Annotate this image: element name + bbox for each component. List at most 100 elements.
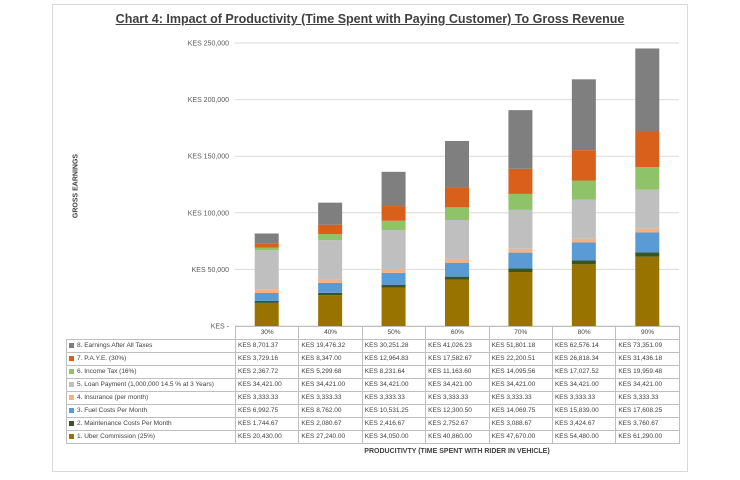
data-label: KES 51,801.18 [488, 339, 553, 353]
table-row: 7. P.A.Y.E. (30%) KES 3,729.16 KES 8,347.0… [66, 352, 680, 366]
data-label: KES 15,839.00 [551, 404, 617, 418]
data-label: KES 2,416.67 [361, 417, 427, 431]
data-label: KES 8,762.00 [298, 404, 363, 418]
data-label: KES 61,290.00 [615, 430, 680, 444]
x-tick-label: 40% [298, 326, 363, 340]
bar-segment [635, 48, 660, 132]
bar-segment [318, 234, 343, 241]
bar-segment [445, 207, 469, 220]
table-row: 5. Loan Payment (1,000,000 14.5 % at 3 Y… [66, 378, 680, 392]
legend-entry: 3. Fuel Costs Per Month [66, 404, 236, 418]
data-label: KES 2,367.72 [234, 365, 300, 379]
bar-segment [635, 189, 660, 229]
bar-segment [318, 202, 343, 225]
legend-entry: 7. P.A.Y.E. (30%) [66, 352, 236, 366]
data-label: KES 3,333.33 [425, 391, 490, 405]
series-name: 5. Loan Payment (1,000,000 14.5 % at 3 Y… [77, 381, 214, 388]
data-label: KES 3,333.33 [551, 391, 617, 405]
data-label: KES 41,026.23 [425, 339, 490, 353]
y-tick-label: KES 250,000 [188, 41, 229, 48]
bar-segment [508, 252, 533, 269]
chart-title: Chart 4: Impact of Productivity (Time Sp… [115, 12, 625, 26]
data-label: KES 3,333.33 [234, 391, 300, 405]
y-tick-label: KES 200,000 [188, 97, 229, 104]
bar-segment [445, 258, 469, 263]
data-label: KES 12,964.83 [361, 352, 427, 366]
table-row: 1. Uber Commission (25%) KES 20,430.00 KES… [66, 430, 680, 444]
bar-segment [571, 199, 596, 239]
bar-segment [318, 279, 343, 283]
bar-segment [318, 282, 343, 293]
data-label: KES 31,436.18 [615, 352, 680, 366]
y-tick-label: KES 50,000 [192, 267, 229, 274]
bar-segment [635, 256, 660, 326]
y-tick-label: KES 150,000 [188, 154, 229, 161]
legend-entry: 2. Maintenance Costs Per Month [66, 417, 236, 431]
bar-segment [381, 171, 406, 207]
data-label: KES 19,476.32 [298, 339, 363, 353]
data-label: KES 11,163.60 [425, 365, 490, 379]
data-label: KES 34,050.00 [361, 430, 427, 444]
series-name: 2. Maintenance Costs Per Month [77, 420, 172, 427]
data-label: KES 6,992.75 [234, 404, 300, 418]
legend-swatch [69, 407, 74, 413]
legend-swatch [69, 368, 74, 374]
legend-swatch [69, 381, 74, 387]
bar-segment [381, 287, 406, 326]
bar-segment [445, 262, 469, 277]
series-name: 7. P.A.Y.E. (30%) [77, 355, 127, 362]
data-label: KES 34,421.00 [425, 378, 490, 392]
bar-segment [445, 140, 469, 188]
bar-segment [254, 247, 279, 251]
bar-segment [508, 193, 533, 210]
bar-segment [635, 232, 660, 253]
data-label: KES 34,421.00 [361, 378, 427, 392]
bar-segment [571, 264, 596, 326]
bar-segment [571, 260, 596, 265]
bar-segment [508, 272, 533, 326]
x-tick-label: 60% [425, 326, 490, 340]
legend-entry: 8. Earnings After All Taxes [66, 339, 236, 353]
data-label: KES 54,480.00 [551, 430, 617, 444]
data-label: KES 12,300.50 [425, 404, 490, 418]
data-label: KES 14,069.75 [488, 404, 553, 418]
data-label: KES 3,088.67 [488, 417, 553, 431]
bar-segment [445, 279, 469, 326]
bar-segment [445, 276, 469, 280]
bar-segment [571, 79, 596, 151]
bar-segment [318, 240, 343, 280]
bar-segment [254, 250, 279, 290]
data-label: KES 17,027.52 [551, 365, 617, 379]
data-label: KES 2,080.67 [298, 417, 363, 431]
legend-entry: 4. Insurance (per month) [66, 391, 236, 405]
x-tick-label: 80% [551, 326, 617, 340]
bar-segment [571, 242, 596, 261]
bar-segment [381, 230, 406, 270]
legend-swatch [69, 394, 74, 400]
bar-segment [318, 292, 343, 296]
bar-segment [508, 248, 533, 253]
data-label: KES 34,421.00 [234, 378, 300, 392]
table-row: 8. Earnings After All Taxes KES 8,701.37 K… [66, 339, 680, 353]
data-label: KES 34,421.00 [488, 378, 553, 392]
data-label: KES 34,421.00 [615, 378, 680, 392]
data-label: KES 8,347.00 [298, 352, 363, 366]
data-label: KES 17,608.25 [615, 404, 680, 418]
table-row: 4. Insurance (per month) KES 3,333.33 KES … [66, 391, 680, 405]
table-row: 2. Maintenance Costs Per Month KES 1,744.… [66, 417, 680, 431]
legend-entry: 5. Loan Payment (1,000,000 14.5 % at 3 Y… [66, 378, 236, 392]
data-label: KES 3,333.33 [615, 391, 680, 405]
legend-swatch [69, 433, 74, 439]
data-label: KES 3,424.67 [551, 417, 617, 431]
bar-segment [508, 168, 533, 194]
data-label: KES 3,333.33 [361, 391, 427, 405]
bar-segment [318, 224, 343, 235]
data-label: KES 3,333.33 [298, 391, 363, 405]
data-label: KES 1,744.67 [234, 417, 300, 431]
data-label: KES 10,531.25 [361, 404, 427, 418]
data-label: KES 47,670.00 [488, 430, 553, 444]
data-label: KES 8,701.37 [234, 339, 300, 353]
y-tick-label: KES 100,000 [188, 210, 229, 217]
bar-segment [635, 167, 660, 190]
